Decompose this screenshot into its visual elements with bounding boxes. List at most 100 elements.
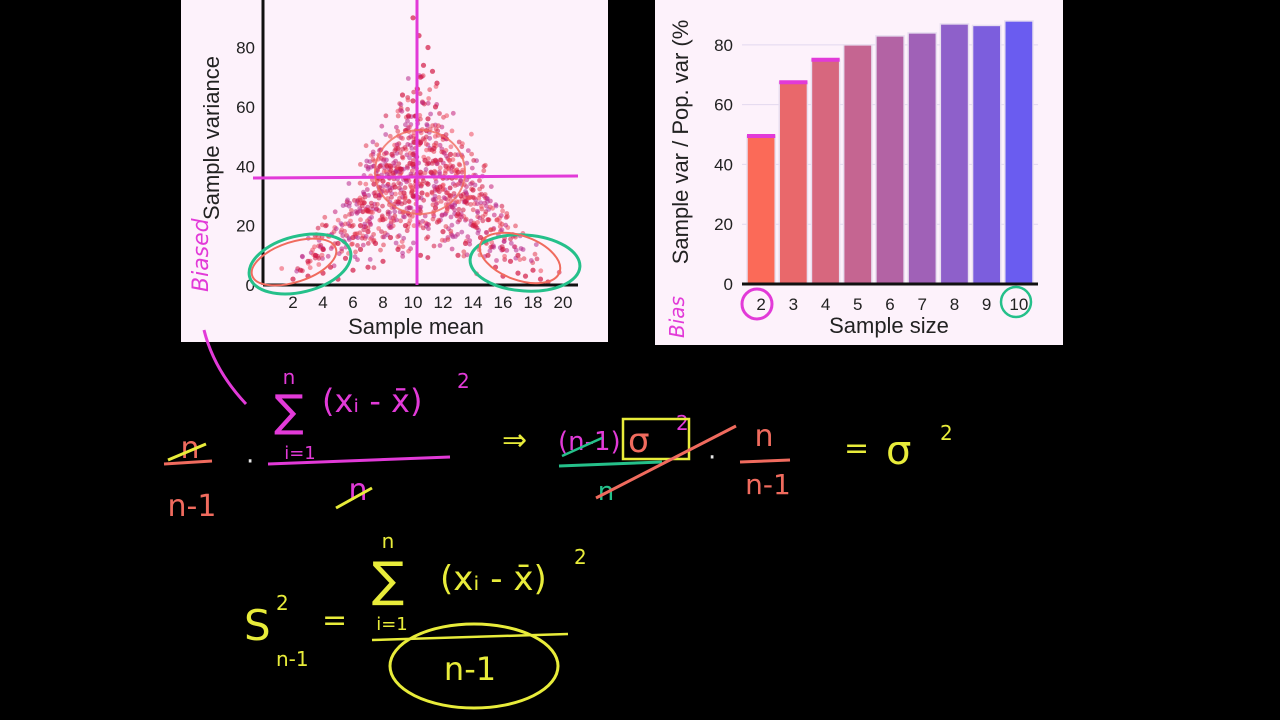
scatter-point [455, 169, 461, 175]
scatter-point [437, 184, 443, 190]
scatter-cloud-point [439, 237, 445, 243]
scatter-cloud-point [395, 108, 401, 114]
scatter-cloud-point [398, 102, 404, 107]
scatter-point [432, 104, 439, 110]
scatter-point [387, 163, 394, 169]
scatter-cloud-point [475, 230, 481, 236]
scatter-cloud-point [458, 177, 463, 183]
s-equals: = [322, 603, 347, 638]
scatter-cloud-point [370, 157, 376, 162]
scatter-cloud-point [353, 209, 359, 214]
bar-x-tick-label: 10 [1009, 295, 1028, 314]
scatter-cloud-point [436, 189, 442, 195]
scatter-cloud-point [406, 248, 411, 254]
s-sum-term: (xᵢ - x̄) [440, 559, 547, 599]
scatter-cloud-point [432, 170, 438, 175]
scatter-cloud-point [429, 161, 435, 166]
scatter-point [432, 157, 439, 163]
bar-sample-size-3 [778, 81, 809, 285]
scatter-cloud-point [472, 182, 478, 188]
s-subscript: n-1 [276, 647, 309, 671]
scatter-cloud-point [392, 209, 398, 215]
scatter-cloud-point [393, 158, 398, 164]
scatter-cloud-point [425, 100, 431, 106]
left-fraction-numerator: n [180, 431, 199, 466]
s-sum-upper-limit: n [382, 529, 395, 553]
scatter-cloud-point [489, 239, 495, 245]
scatter-point [417, 139, 424, 146]
scatter-cloud-point [475, 220, 480, 225]
scatter-cloud-point [437, 111, 442, 116]
scatter-cloud-point [465, 234, 471, 240]
scatter-cloud-point [406, 198, 412, 204]
scatter-cloud-point [459, 229, 465, 235]
scatter-cloud-point [521, 256, 527, 262]
scatter-cloud-point [464, 252, 470, 258]
scatter-point [443, 163, 449, 169]
scatter-cloud-point [451, 167, 457, 173]
scatter-cloud-point [460, 167, 465, 173]
scatter-point [447, 151, 454, 157]
scatter-cloud-point [402, 200, 408, 206]
bar-x-tick-label: 8 [950, 295, 959, 314]
scatter-cloud-point [437, 165, 443, 171]
scatter-cloud-point [335, 217, 341, 223]
scatter-cloud-point [449, 128, 455, 134]
scatter-cloud-point [406, 205, 412, 210]
scatter-cloud-point [376, 208, 382, 214]
scatter-point [342, 255, 349, 261]
scatter-cloud-point [449, 246, 455, 252]
scatter-point [425, 116, 431, 122]
scatter-cloud-point [500, 208, 505, 214]
scatter-point [429, 68, 436, 74]
cluster-circle [374, 129, 466, 215]
scatter-cloud-point [411, 223, 417, 229]
s-sum-lower-limit: i=1 [376, 614, 408, 635]
scatter-cloud-point [508, 240, 514, 246]
scatter-cloud-point [363, 143, 369, 149]
population-variance-line [252, 174, 579, 180]
scatter-cloud-point [443, 224, 449, 229]
scatter-point [395, 246, 401, 252]
scatter-cloud-point [488, 227, 494, 233]
scatter-cloud-point [359, 203, 365, 209]
scatter-cloud-point [375, 201, 380, 207]
scatter-point [422, 157, 428, 163]
scatter-y-axis-title: Sample variance [199, 56, 224, 220]
scatter-cloud-point [479, 191, 484, 197]
scatter-cloud-point [357, 195, 363, 201]
bar-sample-size-8 [939, 23, 970, 285]
scatter-cloud-point [432, 193, 438, 199]
scatter-point [410, 193, 416, 199]
scatter-point [377, 163, 383, 169]
scatter-point [312, 252, 319, 258]
scatter-cloud-point [363, 163, 369, 169]
scatter-cloud-point [517, 257, 523, 262]
scatter-cloud-point [431, 243, 437, 249]
scatter-cloud-point [316, 255, 322, 261]
scatter-x-tick-label: 2 [288, 293, 297, 312]
scatter-cloud-point [518, 246, 524, 251]
scatter-cloud-point [427, 135, 433, 141]
scatter-point [305, 258, 311, 264]
scatter-cloud-point [450, 110, 456, 116]
scatter-cloud-point [411, 240, 416, 246]
scatter-cloud-point [383, 113, 389, 119]
scatter-cloud-point [420, 225, 426, 231]
scatter-point [350, 267, 356, 273]
scatter-cloud-point [468, 181, 474, 187]
scatter-cloud-point [389, 194, 394, 200]
scatter-cloud-point [450, 157, 456, 163]
scatter-cloud-point [345, 197, 350, 203]
scatter-cloud-point [417, 113, 423, 118]
scatter-y-tick-label: 40 [236, 157, 255, 176]
scatter-cloud-point [476, 195, 482, 201]
scatter-cloud-point [448, 144, 454, 150]
scatter-point [425, 44, 431, 51]
scatter-point [410, 151, 416, 157]
middle-sigma: σ [628, 421, 650, 461]
s-symbol: S [244, 601, 271, 650]
scatter-cloud-point [388, 219, 394, 225]
scatter-cloud-point [381, 188, 387, 193]
